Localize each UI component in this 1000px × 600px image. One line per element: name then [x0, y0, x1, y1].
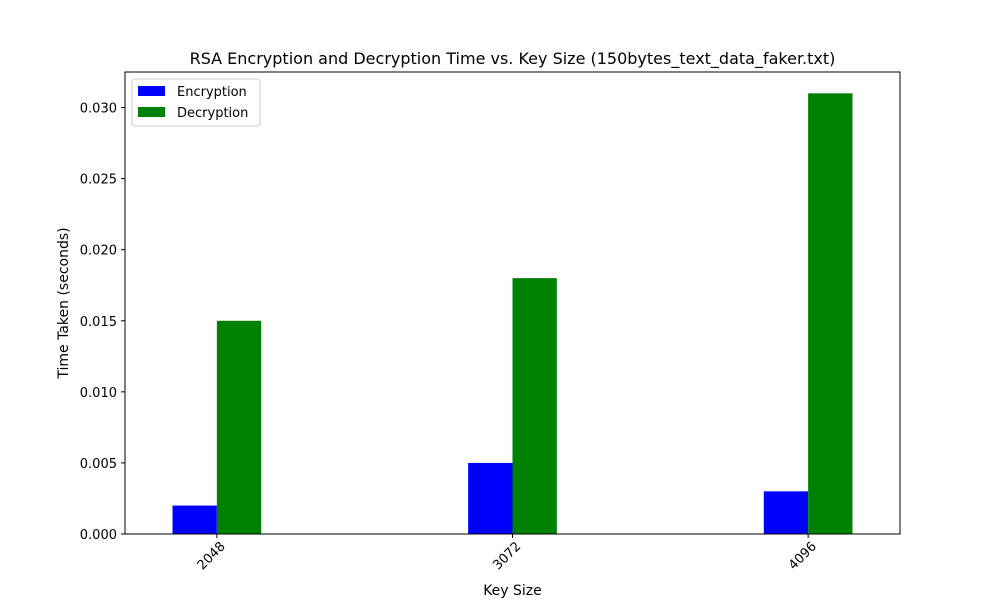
bar-decryption-4096: [808, 93, 853, 535]
y-tick-label: 0.010: [80, 386, 117, 401]
chart-title: RSA Encryption and Decryption Time vs. K…: [190, 49, 836, 69]
y-tick-label: 0.025: [80, 173, 117, 188]
bar-encryption-4096: [763, 491, 809, 534]
legend-swatch-decryption: [138, 107, 165, 117]
y-tick-label: 0.015: [80, 315, 117, 330]
y-tick-label: 0.005: [80, 457, 117, 472]
x-tick-label: 2048: [195, 539, 229, 573]
y-tick-label: 0.020: [80, 244, 117, 259]
bar-encryption-3072: [468, 462, 513, 534]
x-tick-label: 3072: [490, 539, 524, 573]
plot-area: [124, 71, 901, 535]
legend-label-encryption: Encryption: [177, 85, 247, 100]
bar-decryption-2048: [216, 320, 262, 534]
bar-decryption-3072: [512, 278, 557, 534]
bar-encryption-2048: [172, 505, 217, 534]
x-axis: 2048 3072 4096: [195, 534, 820, 573]
y-tick-label: 0.000: [80, 528, 117, 543]
y-axis: 0.000 0.005 0.010 0.015 0.020 0.025 0.030: [80, 102, 125, 543]
legend: Encryption Decryption: [131, 78, 261, 127]
y-axis-label: Time Taken (seconds): [56, 227, 72, 379]
legend-label-decryption: Decryption: [177, 106, 248, 121]
x-axis-label: Key Size: [483, 583, 542, 599]
legend-swatch-encryption: [138, 86, 165, 96]
y-tick-label: 0.030: [80, 102, 117, 117]
x-tick-label: 4096: [786, 539, 820, 573]
